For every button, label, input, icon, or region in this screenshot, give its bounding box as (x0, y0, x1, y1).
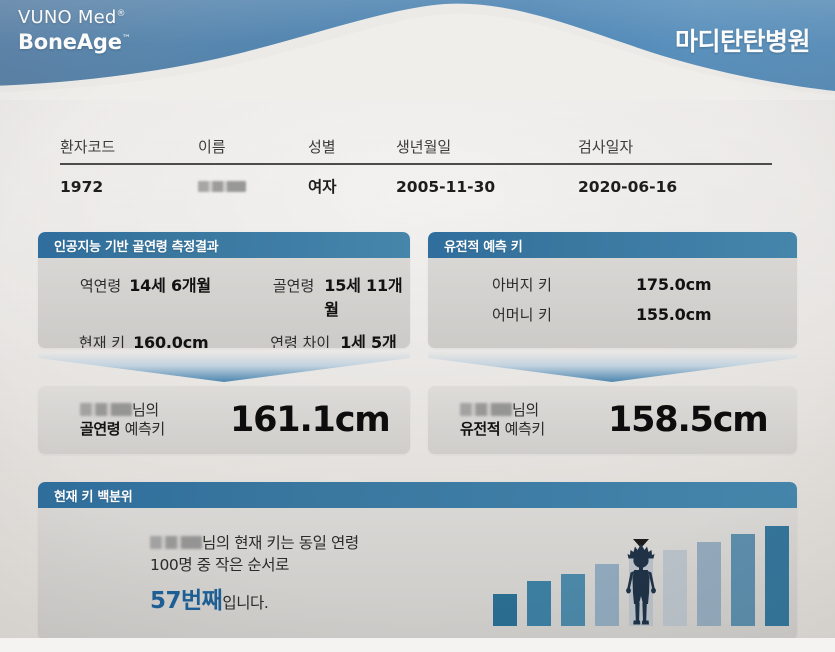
label-chronological-age: 역연령 (79, 277, 122, 295)
hospital-name: 마디탄탄병원 (674, 27, 811, 56)
label-father-height: 아버지 키 (492, 276, 552, 294)
genetic-row-father: 아버지 키 175.0cm (492, 274, 797, 295)
percentile-line-1-text: 님의 현재 키는 동일 연령 (202, 534, 359, 552)
percentile-bar (731, 534, 755, 626)
label-bone-age: 골연령 (272, 277, 315, 295)
value-current-height: 160.0cm (133, 333, 209, 348)
bone-age-row-2: 현재 키 160.0cm 연령 차이 1세 5개월 (62, 329, 410, 348)
cell-patient-code: 1972 (60, 178, 104, 196)
column-header-name: 이름 (198, 138, 226, 156)
child-silhouette-icon (618, 542, 664, 628)
logo-boneage: BoneAge™ (18, 30, 131, 54)
percentile-bar (527, 581, 551, 626)
genetic-panel-title: 유전적 예측 키 (444, 239, 523, 255)
percentile-bar (765, 526, 789, 626)
table-row: 1972 여자 2005-11-30 2020-06-16 (60, 169, 772, 197)
percentile-line-2: 100명 중 작은 순서로 (150, 556, 289, 574)
percentile-bar (493, 594, 517, 626)
bone-age-row-1: 역연령 14세 6개월 골연령 15세 11개월 (62, 272, 410, 320)
genetic-row-mother: 어머니 키 155.0cm (492, 304, 797, 325)
value-mother-height: 155.0cm (636, 305, 712, 324)
label-mother-height: 어머니 키 (492, 306, 552, 324)
percentile-bar (697, 542, 721, 626)
value-father-height: 175.0cm (636, 275, 712, 294)
percentile-marker-icon (633, 539, 649, 548)
percentile-panel-body: 님의 현재 키는 동일 연령 100명 중 작은 순서로 57번째입니다. (38, 508, 797, 640)
cell-birth-date: 2005-11-30 (396, 178, 496, 196)
value-chronological-age: 14세 6개월 (129, 276, 211, 295)
logo-vuno-med: VUNO Med® (18, 7, 131, 29)
genetic-result-caption: 유전적 예측키 (460, 420, 600, 439)
cell-patient-name (198, 172, 308, 196)
logo-vuno-med-text: VUNO Med (18, 7, 117, 28)
percentile-line-1: 님의 현재 키는 동일 연령 (150, 532, 359, 554)
label-current-height: 현재 키 (78, 334, 126, 348)
product-logo: VUNO Med® BoneAge™ (18, 7, 131, 54)
column-header-exam-date: 검사일자 (578, 138, 634, 156)
logo-boneage-text: BoneAge (18, 29, 122, 54)
genetic-height-panel: 유전적 예측 키 아버지 키 175.0cm 어머니 키 155.0cm (428, 232, 797, 348)
header-wave-shape (0, 0, 835, 100)
redacted-name-block (150, 536, 202, 549)
bone-age-panel-body: 역연령 14세 6개월 골연령 15세 11개월 현재 키 160.0cm 연령… (38, 258, 410, 348)
redacted-name-block (198, 181, 246, 192)
bone-age-predicted-height-box: 님의 골연령 예측키 161.1cm (38, 386, 410, 454)
percentile-rank-suffix: 입니다. (222, 594, 269, 612)
genetic-info-rows: 아버지 키 175.0cm 어머니 키 155.0cm (428, 258, 797, 335)
genetic-panel-header: 유전적 예측 키 (428, 232, 797, 258)
bone-age-panel-header: 인공지능 기반 골연령 측정결과 (38, 232, 410, 258)
percentile-bar (663, 550, 687, 626)
genetic-name-suffix: 님의 (512, 400, 539, 419)
bone-age-caption-light: 예측키 (124, 420, 166, 438)
percentile-bar (561, 574, 585, 626)
genetic-predicted-height-value: 158.5cm (608, 400, 769, 440)
bone-age-predicted-height-value: 161.1cm (230, 400, 391, 440)
percentile-panel-title: 현재 키 백분위 (54, 489, 133, 505)
cell-exam-date: 2020-06-16 (578, 178, 678, 196)
patient-table-header-row: 환자코드 이름 성별 생년월일 검사일자 (60, 136, 772, 163)
value-age-difference: 1세 5개월 (340, 333, 397, 348)
bone-age-panel-title: 인공지능 기반 골연령 측정결과 (54, 239, 219, 255)
genetic-panel-body: 아버지 키 175.0cm 어머니 키 155.0cm (428, 258, 797, 348)
genetic-predicted-height-box: 님의 유전적 예측키 158.5cm (428, 386, 797, 454)
registered-mark-icon: ® (116, 9, 126, 19)
bone-age-name-suffix: 님의 (132, 400, 159, 419)
percentile-panel-header: 현재 키 백분위 (38, 482, 797, 508)
genetic-result-label: 님의 유전적 예측키 (460, 401, 600, 439)
genetic-caption-bold: 유전적 (460, 420, 501, 438)
redacted-name-block (80, 402, 132, 416)
redacted-name-block (460, 402, 512, 416)
height-percentile-panel: 현재 키 백분위 님의 현재 키는 동일 연령 100명 중 작은 순서로 57… (38, 482, 797, 640)
column-header-sex: 성별 (308, 138, 336, 156)
bone-age-result-panel: 인공지능 기반 골연령 측정결과 역연령 14세 6개월 골연령 15세 11개… (38, 232, 410, 348)
cell-sex: 여자 (308, 178, 337, 196)
percentile-description: 님의 현재 키는 동일 연령 100명 중 작은 순서로 57번째입니다. (150, 532, 359, 618)
bone-age-caption-bold: 골연령 (80, 420, 121, 438)
column-header-birth-date: 생년월일 (396, 138, 452, 156)
table-rule-divider (60, 163, 772, 165)
value-bone-age: 15세 11개월 (324, 276, 403, 319)
bone-age-info-rows: 역연령 14세 6개월 골연령 15세 11개월 현재 키 160.0cm 연령… (38, 258, 410, 348)
page-bottom-margin (0, 638, 835, 652)
label-age-difference: 연령 차이 (270, 334, 331, 348)
column-header-patient-code: 환자코드 (60, 138, 116, 156)
trademark-mark-icon: ™ (121, 33, 131, 44)
bone-age-result-caption: 골연령 예측키 (80, 420, 220, 439)
percentile-rank-line: 57번째입니다. (150, 585, 359, 618)
bone-age-result-name-line: 님의 (80, 401, 220, 420)
bone-age-result-label: 님의 골연령 예측키 (80, 401, 220, 439)
report-header: VUNO Med® BoneAge™ 마디탄탄병원 (0, 0, 835, 100)
genetic-caption-light: 예측키 (504, 420, 546, 438)
percentile-bar (595, 564, 619, 626)
percentile-bar-chart (493, 516, 797, 634)
patient-info-table: 환자코드 이름 성별 생년월일 검사일자 1972 여자 2005-11-30 … (60, 136, 772, 197)
genetic-result-name-line: 님의 (460, 401, 600, 420)
percentile-rank-number: 57번째 (150, 588, 223, 614)
